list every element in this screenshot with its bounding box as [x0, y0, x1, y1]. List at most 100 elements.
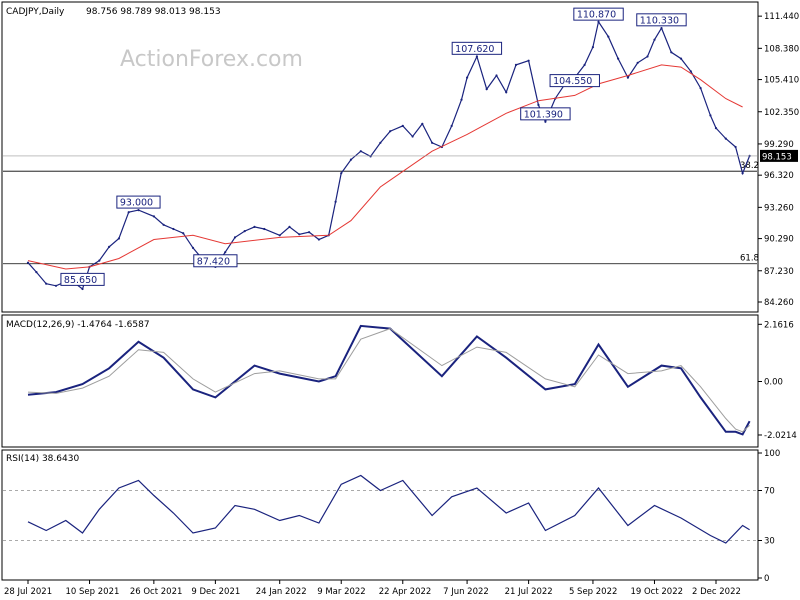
price-point [359, 150, 362, 153]
price-point [278, 234, 281, 237]
price-point [81, 287, 84, 291]
price-panel-frame [1, 1, 759, 313]
x-tick-label: 9 Dec 2021 [191, 587, 240, 597]
annotation-label: 107.620 [455, 44, 494, 55]
rsi-title: RSI(14) 38.6430 [6, 454, 79, 464]
price-point [431, 141, 434, 144]
price-point [253, 225, 256, 228]
x-tick-label: 26 Oct 2021 [130, 587, 183, 597]
macd-line [27, 324, 751, 436]
price-point [401, 124, 404, 127]
price-point [308, 231, 311, 234]
price-annotation: 87.420 [193, 254, 238, 268]
moving-average-line [27, 64, 743, 270]
rsi-panel-frame [1, 449, 759, 581]
price-point [714, 127, 718, 130]
y-tick-label: 84.260 [764, 298, 794, 308]
price-point [544, 120, 547, 123]
y-tick-label: 111.440 [764, 12, 799, 22]
x-tick-label: 2 Dec 2022 [692, 587, 741, 597]
annotation-box [116, 195, 161, 209]
fib-level-label: 61.8 [740, 254, 759, 264]
price-point [450, 124, 453, 127]
price-point [54, 284, 58, 287]
price-point [288, 225, 291, 228]
price-point [670, 51, 673, 54]
annotation-label: 93.000 [120, 198, 153, 209]
price-point [98, 259, 101, 262]
y-tick-label: 105.410 [764, 76, 799, 86]
current-price-label: 98.153 [762, 152, 792, 162]
price-point [317, 238, 320, 241]
y-tick-label: 93.260 [764, 203, 794, 213]
price-point [137, 209, 140, 212]
price-point [340, 172, 343, 175]
annotation-box [193, 254, 238, 268]
price-point [460, 98, 463, 101]
price-point [660, 27, 663, 30]
price-point [191, 246, 195, 249]
x-tick-label: 22 Apr 2022 [379, 587, 432, 597]
y-tick-label: 102.350 [764, 108, 799, 118]
price-point [597, 20, 600, 23]
price-point [617, 57, 620, 60]
ohlc-label: 98.756 98.789 98.013 98.153 [86, 7, 221, 17]
y-tick-label: 90.290 [764, 235, 794, 245]
price-point [724, 137, 727, 140]
price-point [162, 223, 165, 226]
annotation-box [60, 272, 105, 286]
price-point [45, 282, 48, 285]
price-point [127, 211, 130, 214]
price-point [411, 135, 414, 138]
y-tick-label: 96.320 [764, 171, 794, 181]
axis-layer: 111.440 108.380 105.410 102.350 99.290 96.320… [4, 12, 799, 597]
y-tick-label: 87.230 [764, 267, 794, 277]
price-point [646, 55, 649, 58]
price-point [485, 88, 488, 91]
watermark: ActionForex.com [120, 47, 303, 72]
rsi-layer [3, 474, 757, 544]
x-tick-label: 7 Jun 2022 [443, 587, 489, 597]
annotation-label: 110.870 [577, 10, 616, 21]
annotation-label: 101.390 [524, 109, 563, 120]
price-point [699, 87, 702, 90]
price-point [108, 245, 111, 248]
price-point [35, 271, 38, 274]
x-tick-label: 28 Jul 2021 [4, 587, 52, 597]
price-annotation: 85.650 [60, 272, 105, 286]
price-point [741, 172, 744, 175]
x-tick-label: 21 Jul 2022 [505, 587, 553, 597]
macd-title: MACD(12,26,9) -1.4764 -1.6587 [6, 320, 150, 330]
price-point [583, 63, 586, 66]
price-point [379, 141, 382, 144]
annotation-label: 110.330 [640, 15, 679, 26]
price-point [607, 35, 610, 38]
y-tick-label: 30 [764, 537, 775, 547]
price-point [514, 63, 518, 66]
signal-line [27, 328, 750, 433]
current-price-tag [760, 149, 798, 162]
annotation-box [520, 107, 571, 121]
price-point [527, 59, 530, 62]
price-point [475, 55, 478, 58]
price-point [466, 76, 469, 79]
x-tick-label: 5 Sep 2022 [569, 587, 617, 597]
rsi-line [27, 474, 750, 544]
price-annotation: 110.330 [636, 13, 687, 27]
price-point [298, 233, 301, 236]
price-point [233, 236, 237, 239]
symbol-label: CADJPY,Daily [6, 7, 65, 17]
y-tick-label: 70 [764, 487, 775, 497]
annotation-box [451, 41, 503, 55]
price-annotation: 110.870 [573, 7, 624, 21]
price-point [421, 122, 424, 125]
price-point [263, 227, 266, 231]
y-tick-label: 2.1616 [764, 320, 794, 330]
x-tick-label: 19 Oct 2022 [630, 587, 683, 597]
annotation-box [636, 13, 687, 27]
price-point [537, 103, 540, 106]
y-tick-label: 99.290 [764, 140, 794, 150]
price-point [636, 61, 639, 64]
y-tick-label: -2.0214 [764, 431, 797, 441]
